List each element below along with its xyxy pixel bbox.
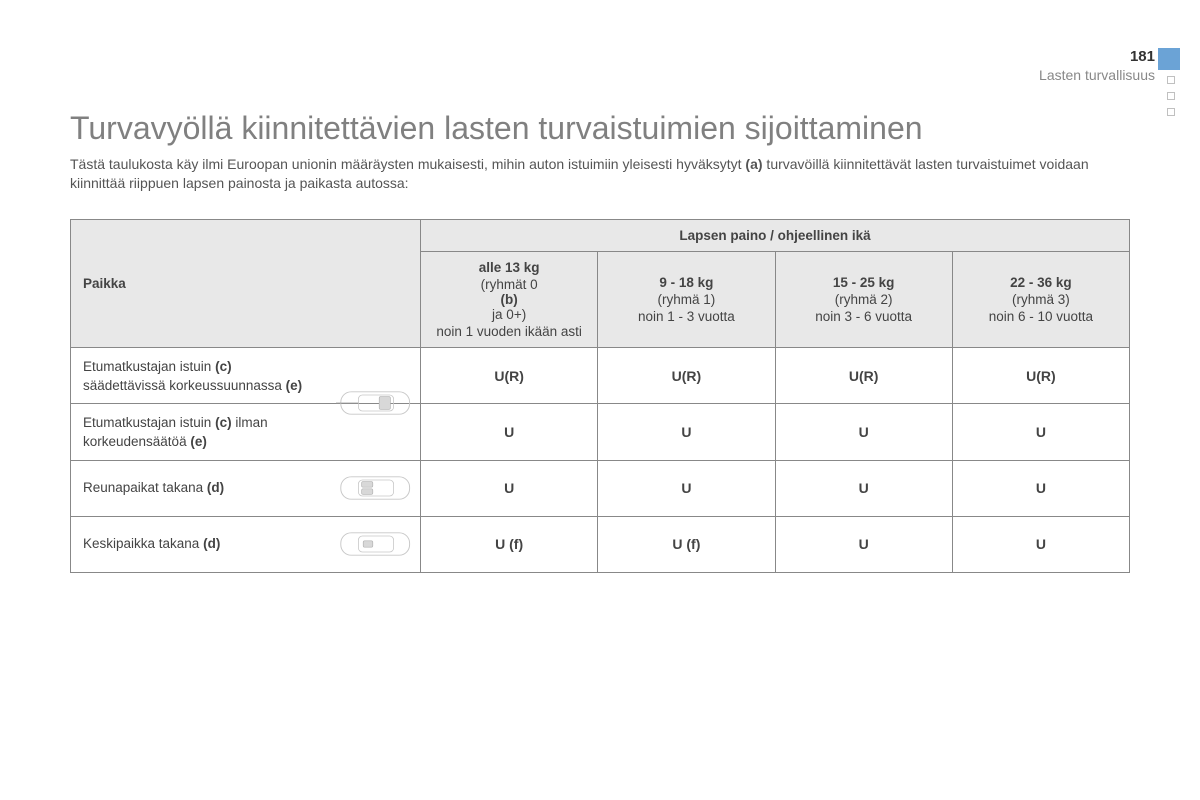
table-row: Reunapaikat takana (d) U U U U bbox=[71, 460, 1130, 516]
seat-ref: (c) bbox=[215, 415, 232, 430]
group-label: (ryhmä 2) bbox=[782, 292, 946, 307]
cell-value: U (f) bbox=[598, 516, 775, 572]
table-row: Keskipaikka takana (d) U (f) U (f) U U bbox=[71, 516, 1130, 572]
intro-text: Tästä taulukosta käy ilmi Euroopan union… bbox=[70, 155, 1130, 194]
intro-part: Tästä taulukosta käy ilmi Euroopan union… bbox=[70, 156, 745, 172]
cell-value: U bbox=[598, 404, 775, 461]
seat-ref: (d) bbox=[203, 536, 220, 551]
marker-square bbox=[1167, 108, 1175, 116]
group-pre: (ryhmät 0 bbox=[481, 277, 538, 292]
seat-ref: (d) bbox=[207, 480, 224, 495]
seat-label: Reunapaikat takana (d) bbox=[83, 479, 313, 498]
col-header-top: Lapsen paino / ohjeellinen ikä bbox=[421, 219, 1130, 251]
page-title: Turvavyöllä kiinnitettävien lasten turva… bbox=[70, 110, 1130, 147]
cell-value: U (f) bbox=[421, 516, 598, 572]
col-header-weight-0: alle 13 kg (ryhmät 0 (b) ja 0+) noin 1 v… bbox=[421, 251, 598, 347]
cell-value: U bbox=[952, 404, 1129, 461]
cell-value: U bbox=[775, 404, 952, 461]
seat-label: Etumatkustajan istuin (c) säädettävissä … bbox=[83, 358, 313, 396]
age-label: noin 6 - 10 vuotta bbox=[959, 309, 1123, 324]
seat-label-cell: Keskipaikka takana (d) bbox=[71, 516, 421, 572]
group-label: (ryhmät 0 (b) ja 0+) bbox=[427, 277, 591, 322]
cell-value: U(R) bbox=[421, 347, 598, 404]
weight-label: 9 - 18 kg bbox=[604, 275, 768, 290]
age-label: noin 1 - 3 vuotta bbox=[604, 309, 768, 324]
accent-square bbox=[1158, 48, 1180, 70]
group-bold: (b) bbox=[427, 292, 591, 307]
weight-label: 15 - 25 kg bbox=[782, 275, 946, 290]
seat-text: Reunapaikat takana bbox=[83, 480, 207, 495]
col-header-weight-1: 9 - 18 kg (ryhmä 1) noin 1 - 3 vuotta bbox=[598, 251, 775, 347]
cell-value: U bbox=[421, 460, 598, 516]
weight-label: 22 - 36 kg bbox=[959, 275, 1123, 290]
group-label: (ryhmä 3) bbox=[959, 292, 1123, 307]
seat-label-cell: Reunapaikat takana (d) bbox=[71, 460, 421, 516]
cell-value: U bbox=[952, 516, 1129, 572]
seat-ref: (e) bbox=[190, 434, 207, 449]
seat-text: Etumatkustajan istuin bbox=[83, 415, 215, 430]
page-header: 181 Lasten turvallisuus bbox=[1039, 48, 1155, 83]
seat-ref: (e) bbox=[286, 378, 303, 393]
cell-value: U(R) bbox=[598, 347, 775, 404]
page-number: 181 bbox=[1039, 48, 1155, 65]
cell-value: U bbox=[952, 460, 1129, 516]
car-icon bbox=[336, 470, 416, 506]
cell-value: U(R) bbox=[775, 347, 952, 404]
group-post: ja 0+) bbox=[492, 307, 526, 322]
car-icon bbox=[336, 526, 416, 562]
cell-value: U(R) bbox=[952, 347, 1129, 404]
marker-square bbox=[1167, 76, 1175, 84]
intro-ref-a: (a) bbox=[745, 156, 762, 172]
cell-value: U bbox=[598, 460, 775, 516]
seat-text: Etumatkustajan istuin bbox=[83, 359, 215, 374]
group-label: (ryhmä 1) bbox=[604, 292, 768, 307]
seat-label: Etumatkustajan istuin (c) ilman korkeude… bbox=[83, 414, 313, 452]
age-label: noin 3 - 6 vuotta bbox=[782, 309, 946, 324]
seat-ref: (c) bbox=[215, 359, 232, 374]
cell-value: U bbox=[775, 516, 952, 572]
table-row: Etumatkustajan istuin (c) säädettävissä … bbox=[71, 347, 1130, 404]
seat-text: Keskipaikka takana bbox=[83, 536, 203, 551]
cell-value: U bbox=[421, 404, 598, 461]
seat-table: Paikka Lapsen paino / ohjeellinen ikä al… bbox=[70, 219, 1130, 573]
seat-label: Keskipaikka takana (d) bbox=[83, 535, 313, 554]
col-header-weight-3: 22 - 36 kg (ryhmä 3) noin 6 - 10 vuotta bbox=[952, 251, 1129, 347]
seat-label-cell-merged: Etumatkustajan istuin (c) säädettävissä … bbox=[71, 347, 421, 460]
weight-label: alle 13 kg bbox=[427, 260, 591, 275]
age-label: noin 1 vuoden ikään asti bbox=[427, 324, 591, 339]
seat-text: säädettävissä korkeussuunnassa bbox=[83, 378, 286, 393]
cell-value: U bbox=[775, 460, 952, 516]
marker-square bbox=[1167, 92, 1175, 100]
section-label: Lasten turvallisuus bbox=[1039, 67, 1155, 83]
col-header-paikka: Paikka bbox=[71, 219, 421, 347]
col-header-weight-2: 15 - 25 kg (ryhmä 2) noin 3 - 6 vuotta bbox=[775, 251, 952, 347]
